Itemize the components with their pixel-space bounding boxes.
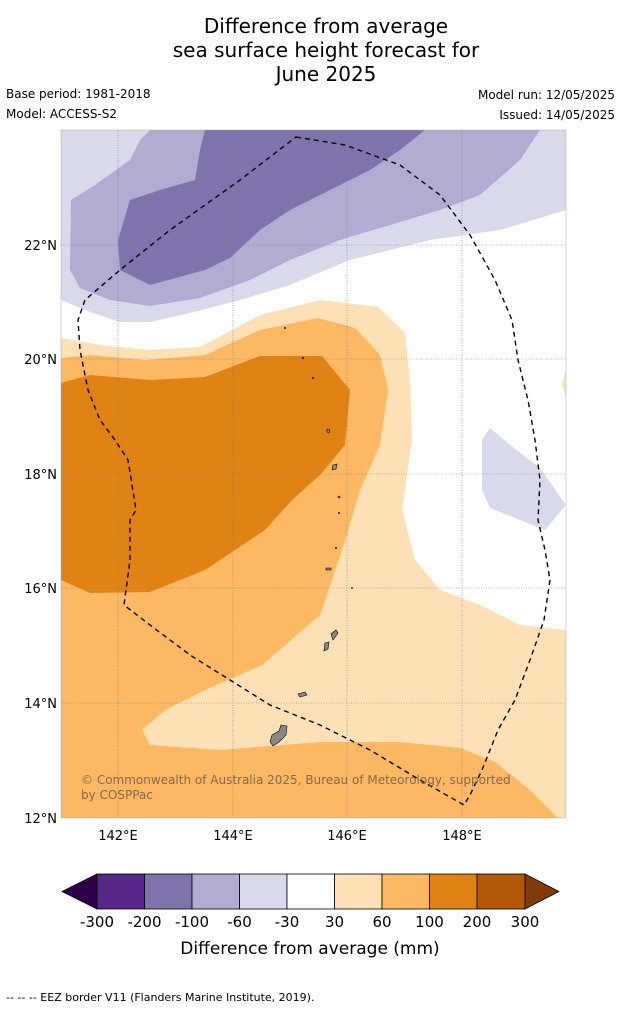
gridlines (61, 130, 566, 818)
title-line-1: Difference from average (203, 14, 449, 38)
chart-title: Difference from average sea surface heig… (0, 14, 621, 86)
issued-text: Issued: 14/05/2025 (499, 108, 615, 122)
lon-label-148e: 148°E (442, 829, 482, 844)
colorbar-tick-9: 200 (463, 913, 492, 931)
island-saipan (330, 629, 339, 641)
colorbar-low-extend (61, 873, 98, 910)
contour-pos30-east (562, 370, 566, 397)
colorbar-bin-3 (191, 873, 240, 910)
island-guam (269, 724, 288, 747)
lat-label-22n: 22°N (24, 239, 57, 254)
colorbar (61, 873, 560, 910)
colorbar-bin-5 (286, 873, 335, 910)
colorbar-tick-3: -100 (175, 913, 209, 931)
colorbar-bin-1 (96, 873, 145, 910)
model-text: Model: ACCESS-S2 (6, 107, 118, 121)
colorbar-high-extend (524, 873, 560, 910)
lat-label-20n: 20°N (24, 353, 57, 368)
colorbar-tick-10: 300 (511, 913, 540, 931)
map-frame (60, 129, 567, 819)
lon-label-146e: 146°E (327, 829, 367, 844)
colorbar-label: Difference from average (mm) (180, 939, 439, 959)
island-rota (297, 691, 308, 698)
lon-label-142e: 142°E (98, 829, 138, 844)
copyright-line-2: by COSPPac (81, 788, 153, 802)
colorbar-bin-4 (239, 873, 288, 910)
islands (269, 326, 353, 747)
colorbar-tick-5: -30 (275, 913, 300, 931)
eez-border-line (77, 136, 551, 806)
island-alamagan (337, 495, 341, 499)
contour-pos100 (61, 356, 350, 593)
colorbar-bin-6 (334, 873, 383, 910)
title-line-3: June 2025 (275, 62, 377, 86)
island-tinian (323, 641, 330, 652)
colorbar-tick-4: -60 (227, 913, 252, 931)
model-run-text: Model run: 12/05/2025 (477, 88, 615, 102)
lat-label-18n: 18°N (24, 468, 57, 483)
island-agrihan (326, 428, 331, 434)
lon-label-144e: 144°E (213, 829, 253, 844)
colorbar-tick-2: -200 (127, 913, 161, 931)
colorbar-tick-8: 100 (415, 913, 444, 931)
eez-border-note: -- -- -- EEZ border V11 (Flanders Marine… (6, 991, 315, 1004)
colorbar-tick-7: 60 (372, 913, 391, 931)
colorbar-tick-1: -300 (80, 913, 114, 931)
colorbar-bin-8 (429, 873, 478, 910)
colorbar-tick-6: 30 (325, 913, 344, 931)
island-maug (301, 356, 305, 360)
colorbar-bin-7 (381, 873, 430, 910)
colorbar-bin-2 (144, 873, 193, 910)
island-asuncion (311, 376, 315, 380)
title-line-2: sea surface height forecast for (172, 38, 480, 62)
contour-neg30-east (482, 428, 566, 530)
lat-label-12n: 12°N (24, 812, 57, 827)
island-guguan (337, 511, 340, 514)
contour-neg100 (118, 130, 425, 285)
island-sarigan (334, 546, 337, 549)
colorbar-bin-9 (476, 873, 526, 910)
island-farallon (283, 326, 286, 329)
copyright-line-1: © Commonwealth of Australia 2025, Bureau… (81, 773, 511, 787)
base-period-text: Base period: 1981-2018 (6, 87, 151, 101)
lat-label-16n: 16°N (24, 582, 57, 597)
lat-label-14n: 14°N (24, 697, 57, 712)
island-pagan (331, 463, 338, 471)
island-farallon-medinilla (351, 587, 353, 589)
island-anatahan (325, 567, 332, 571)
